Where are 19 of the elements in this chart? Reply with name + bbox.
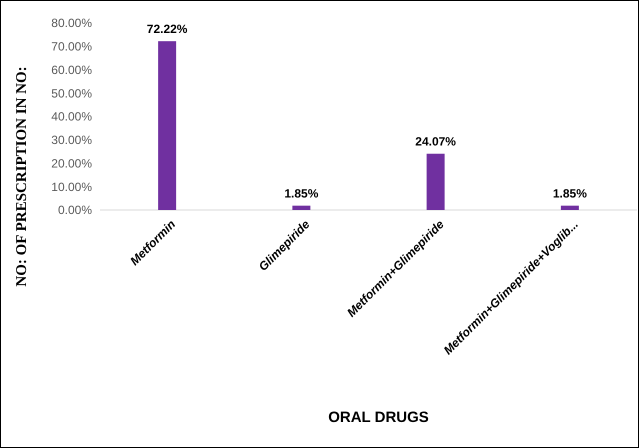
y-tick-label: 40.00% xyxy=(51,110,92,124)
bar xyxy=(560,206,579,210)
y-tick-label: 80.00% xyxy=(51,16,92,30)
bar xyxy=(292,206,310,210)
data-label: 72.22% xyxy=(146,22,188,36)
data-label: 1.85% xyxy=(284,186,319,201)
y-tick-label: 60.00% xyxy=(51,62,92,77)
y-tick-label: 70.00% xyxy=(51,40,92,54)
bar xyxy=(158,41,176,210)
data-label: 24.07% xyxy=(415,134,456,149)
y-tick-label: 30.00% xyxy=(51,133,92,148)
data-label: 1.85% xyxy=(552,186,588,201)
bar xyxy=(426,154,445,210)
y-tick-label: 0.00% xyxy=(58,203,92,218)
x-axis-title: ORAL DRUGS xyxy=(328,409,429,426)
y-tick-label: 20.00% xyxy=(51,156,92,170)
y-tick-label: 50.00% xyxy=(51,86,92,100)
y-tick-label: 10.00% xyxy=(51,180,92,194)
y-axis-title: NO: OF PRESCRIPTION IN NO: xyxy=(14,66,30,287)
